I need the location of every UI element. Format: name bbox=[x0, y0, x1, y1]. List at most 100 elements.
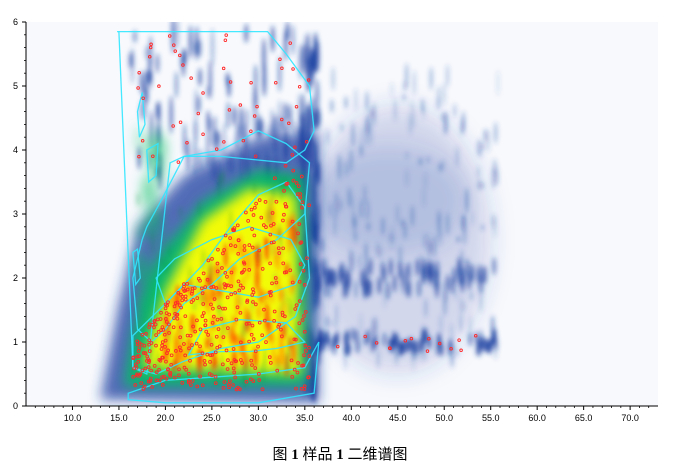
column-streak bbox=[300, 93, 305, 137]
upper-streak bbox=[244, 108, 249, 128]
peak-marker bbox=[228, 379, 232, 384]
peak-marker bbox=[288, 268, 293, 273]
peak-marker bbox=[249, 129, 253, 134]
texture-streak bbox=[180, 325, 184, 346]
peak-marker bbox=[282, 212, 286, 217]
hot-streak bbox=[270, 333, 274, 345]
column-streak bbox=[309, 360, 314, 401]
peak-marker bbox=[162, 374, 166, 379]
peak-marker bbox=[306, 375, 311, 379]
peak-marker bbox=[149, 341, 154, 345]
peak-marker bbox=[216, 247, 220, 252]
blue-streak bbox=[376, 349, 380, 369]
band-blob bbox=[363, 264, 368, 283]
peak-marker bbox=[190, 379, 195, 383]
texture-streak bbox=[279, 177, 283, 202]
band-blob bbox=[398, 261, 403, 280]
peak-marker bbox=[220, 362, 225, 367]
blue-streak bbox=[372, 102, 376, 126]
blue-streak bbox=[328, 283, 332, 300]
upper-streak bbox=[211, 149, 216, 181]
blue-streak bbox=[402, 93, 406, 101]
peak-marker bbox=[294, 303, 299, 308]
peak-marker bbox=[172, 316, 176, 320]
peak-marker bbox=[222, 248, 226, 252]
peak-marker bbox=[193, 329, 198, 334]
peak-marker bbox=[233, 359, 238, 364]
upper-streak bbox=[174, 71, 179, 99]
hot-streak bbox=[171, 360, 176, 374]
peak-marker bbox=[195, 318, 199, 323]
peak-marker bbox=[178, 120, 183, 124]
upper-streak bbox=[197, 95, 201, 113]
column-streak bbox=[316, 161, 321, 186]
texture-streak bbox=[202, 248, 205, 272]
hot-streak bbox=[163, 327, 168, 349]
peak-marker bbox=[307, 203, 311, 208]
blue-streak bbox=[358, 253, 362, 271]
band-blob bbox=[390, 338, 395, 353]
peak-marker bbox=[253, 366, 258, 370]
peak-marker bbox=[167, 331, 171, 335]
peak-marker bbox=[250, 227, 254, 231]
band-blob bbox=[365, 330, 370, 345]
blue-streak bbox=[365, 199, 370, 222]
peak-marker bbox=[189, 76, 193, 80]
blue-streak bbox=[477, 179, 481, 191]
peak-marker bbox=[187, 346, 191, 351]
texture-streak bbox=[136, 192, 140, 207]
peak-marker bbox=[290, 280, 295, 285]
blue-streak bbox=[405, 152, 409, 159]
band-blob bbox=[417, 279, 422, 298]
blue-streak bbox=[350, 251, 354, 273]
blue-streak bbox=[349, 148, 353, 173]
peak-marker bbox=[166, 367, 170, 372]
peak-marker bbox=[288, 41, 292, 45]
blue-streak bbox=[351, 195, 355, 222]
peak-marker bbox=[189, 300, 194, 304]
peak-marker bbox=[171, 124, 175, 128]
upper-streak bbox=[262, 38, 266, 73]
peak-marker bbox=[283, 163, 288, 168]
band-blob bbox=[394, 334, 399, 349]
upper-streak bbox=[293, 120, 297, 136]
peak-marker bbox=[249, 80, 253, 85]
peak-marker bbox=[281, 246, 285, 251]
peak-marker bbox=[183, 297, 188, 302]
polygon-outline-6 bbox=[136, 92, 146, 138]
peak-marker bbox=[246, 219, 250, 223]
peak-marker bbox=[240, 361, 244, 365]
hot-streak bbox=[174, 334, 179, 359]
peak-marker bbox=[221, 335, 226, 339]
peak-marker bbox=[304, 140, 309, 144]
peak-marker bbox=[133, 383, 138, 387]
peak-marker bbox=[284, 182, 289, 186]
peak-marker bbox=[242, 244, 247, 248]
polygon-outline-8 bbox=[146, 142, 159, 184]
peak-marker bbox=[255, 104, 259, 109]
blue-streak bbox=[477, 138, 481, 157]
peak-marker bbox=[236, 238, 241, 242]
peak-marker bbox=[374, 341, 379, 345]
peak-marker bbox=[179, 292, 183, 297]
peak-marker bbox=[264, 340, 268, 344]
caption-sample-label: 样品 bbox=[302, 447, 333, 463]
polygon-outline-1 bbox=[117, 30, 315, 375]
blue-streak bbox=[403, 222, 407, 240]
peak-marker bbox=[291, 67, 295, 71]
peak-marker bbox=[201, 132, 205, 137]
texture-streak bbox=[298, 257, 302, 275]
peak-marker bbox=[209, 342, 214, 347]
peak-marker bbox=[152, 364, 157, 368]
peak-marker bbox=[280, 66, 284, 71]
blue-streak bbox=[388, 234, 392, 241]
upper-streak bbox=[213, 127, 218, 151]
peak-marker bbox=[297, 222, 302, 226]
blue-streak bbox=[320, 237, 324, 253]
upper-streak bbox=[225, 72, 230, 87]
peak-marker bbox=[175, 300, 180, 305]
peak-marker bbox=[147, 360, 151, 365]
peak-marker bbox=[251, 213, 256, 217]
peak-marker bbox=[217, 305, 221, 310]
blue-streak bbox=[329, 202, 333, 218]
